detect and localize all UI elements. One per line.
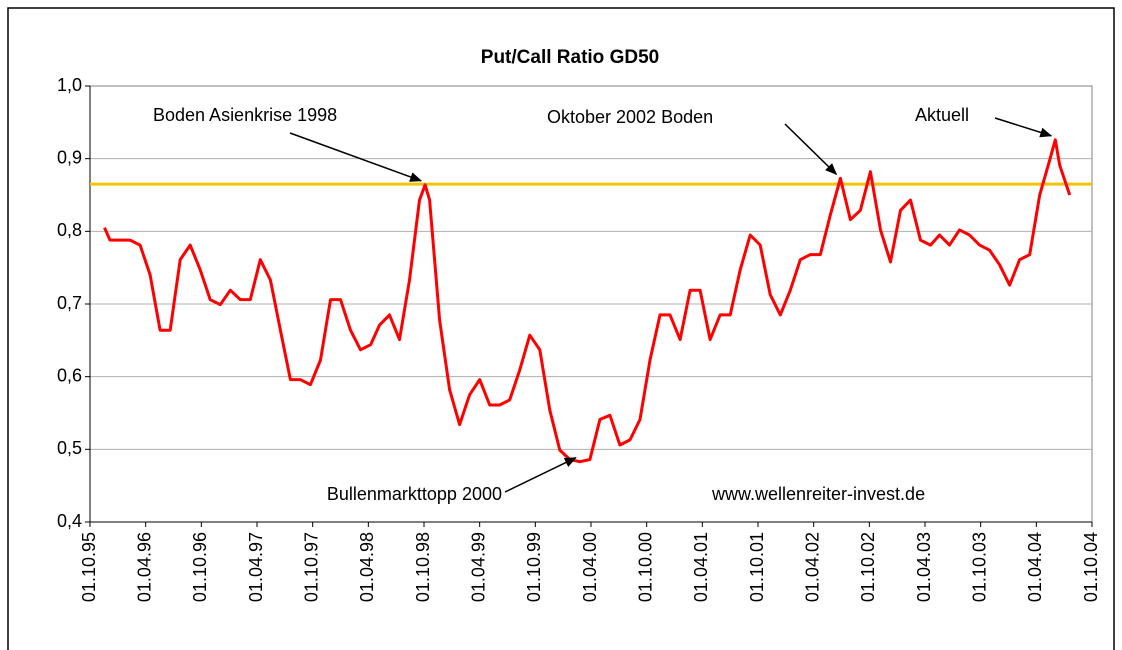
annotation: Oktober 2002 Boden	[547, 107, 713, 127]
x-tick-label: 01.04.99	[468, 532, 488, 602]
x-tick-label: 01.10.99	[524, 532, 544, 602]
x-tick-label: 01.10.96	[190, 532, 210, 602]
annotation: Aktuell	[915, 105, 969, 125]
data-line	[103, 138, 1072, 464]
x-tick-label: 01.04.00	[580, 532, 600, 602]
x-tick-label: 01.10.02	[858, 532, 878, 602]
x-tick-label: 01.10.03	[969, 532, 989, 602]
x-tick-label: 01.04.01	[691, 532, 711, 602]
chart-title: Put/Call Ratio GD50	[481, 47, 659, 68]
x-tick-label: 01.04.98	[357, 532, 377, 602]
x-tick-label: 01.10.97	[301, 532, 321, 602]
y-tick-label: 0,9	[57, 147, 82, 167]
x-tick-label: 01.04.97	[246, 532, 266, 602]
annotation-arrow	[289, 132, 423, 182]
y-tick-label: 0,5	[57, 438, 82, 458]
y-tick-label: 0,8	[57, 220, 82, 240]
annotation-arrow	[994, 117, 1053, 138]
annotation-arrow	[784, 123, 838, 175]
x-tick-label: 01.10.04	[1081, 532, 1101, 602]
watermark: www.wellenreiter-invest.de	[711, 484, 925, 504]
annotation-arrow	[504, 457, 577, 493]
x-tick-label: 01.10.00	[635, 532, 655, 602]
x-tick-label: 01.10.98	[413, 532, 433, 602]
annotation: Boden Asienkrise 1998	[153, 105, 337, 125]
x-tick-label: 01.04.96	[134, 532, 154, 602]
x-tick-label: 01.04.03	[914, 532, 934, 602]
y-tick-label: 0,4	[57, 511, 82, 531]
x-tick-label: 01.10.95	[79, 532, 99, 602]
x-tick-label: 01.04.04	[1025, 532, 1045, 602]
x-tick-label: 01.04.02	[802, 532, 822, 602]
y-tick-label: 0,7	[57, 293, 82, 313]
annotation: Bullenmarkttopp 2000	[327, 484, 502, 504]
y-tick-label: 1,0	[57, 75, 82, 95]
x-tick-label: 01.10.01	[747, 532, 767, 602]
y-tick-label: 0,6	[57, 365, 82, 385]
